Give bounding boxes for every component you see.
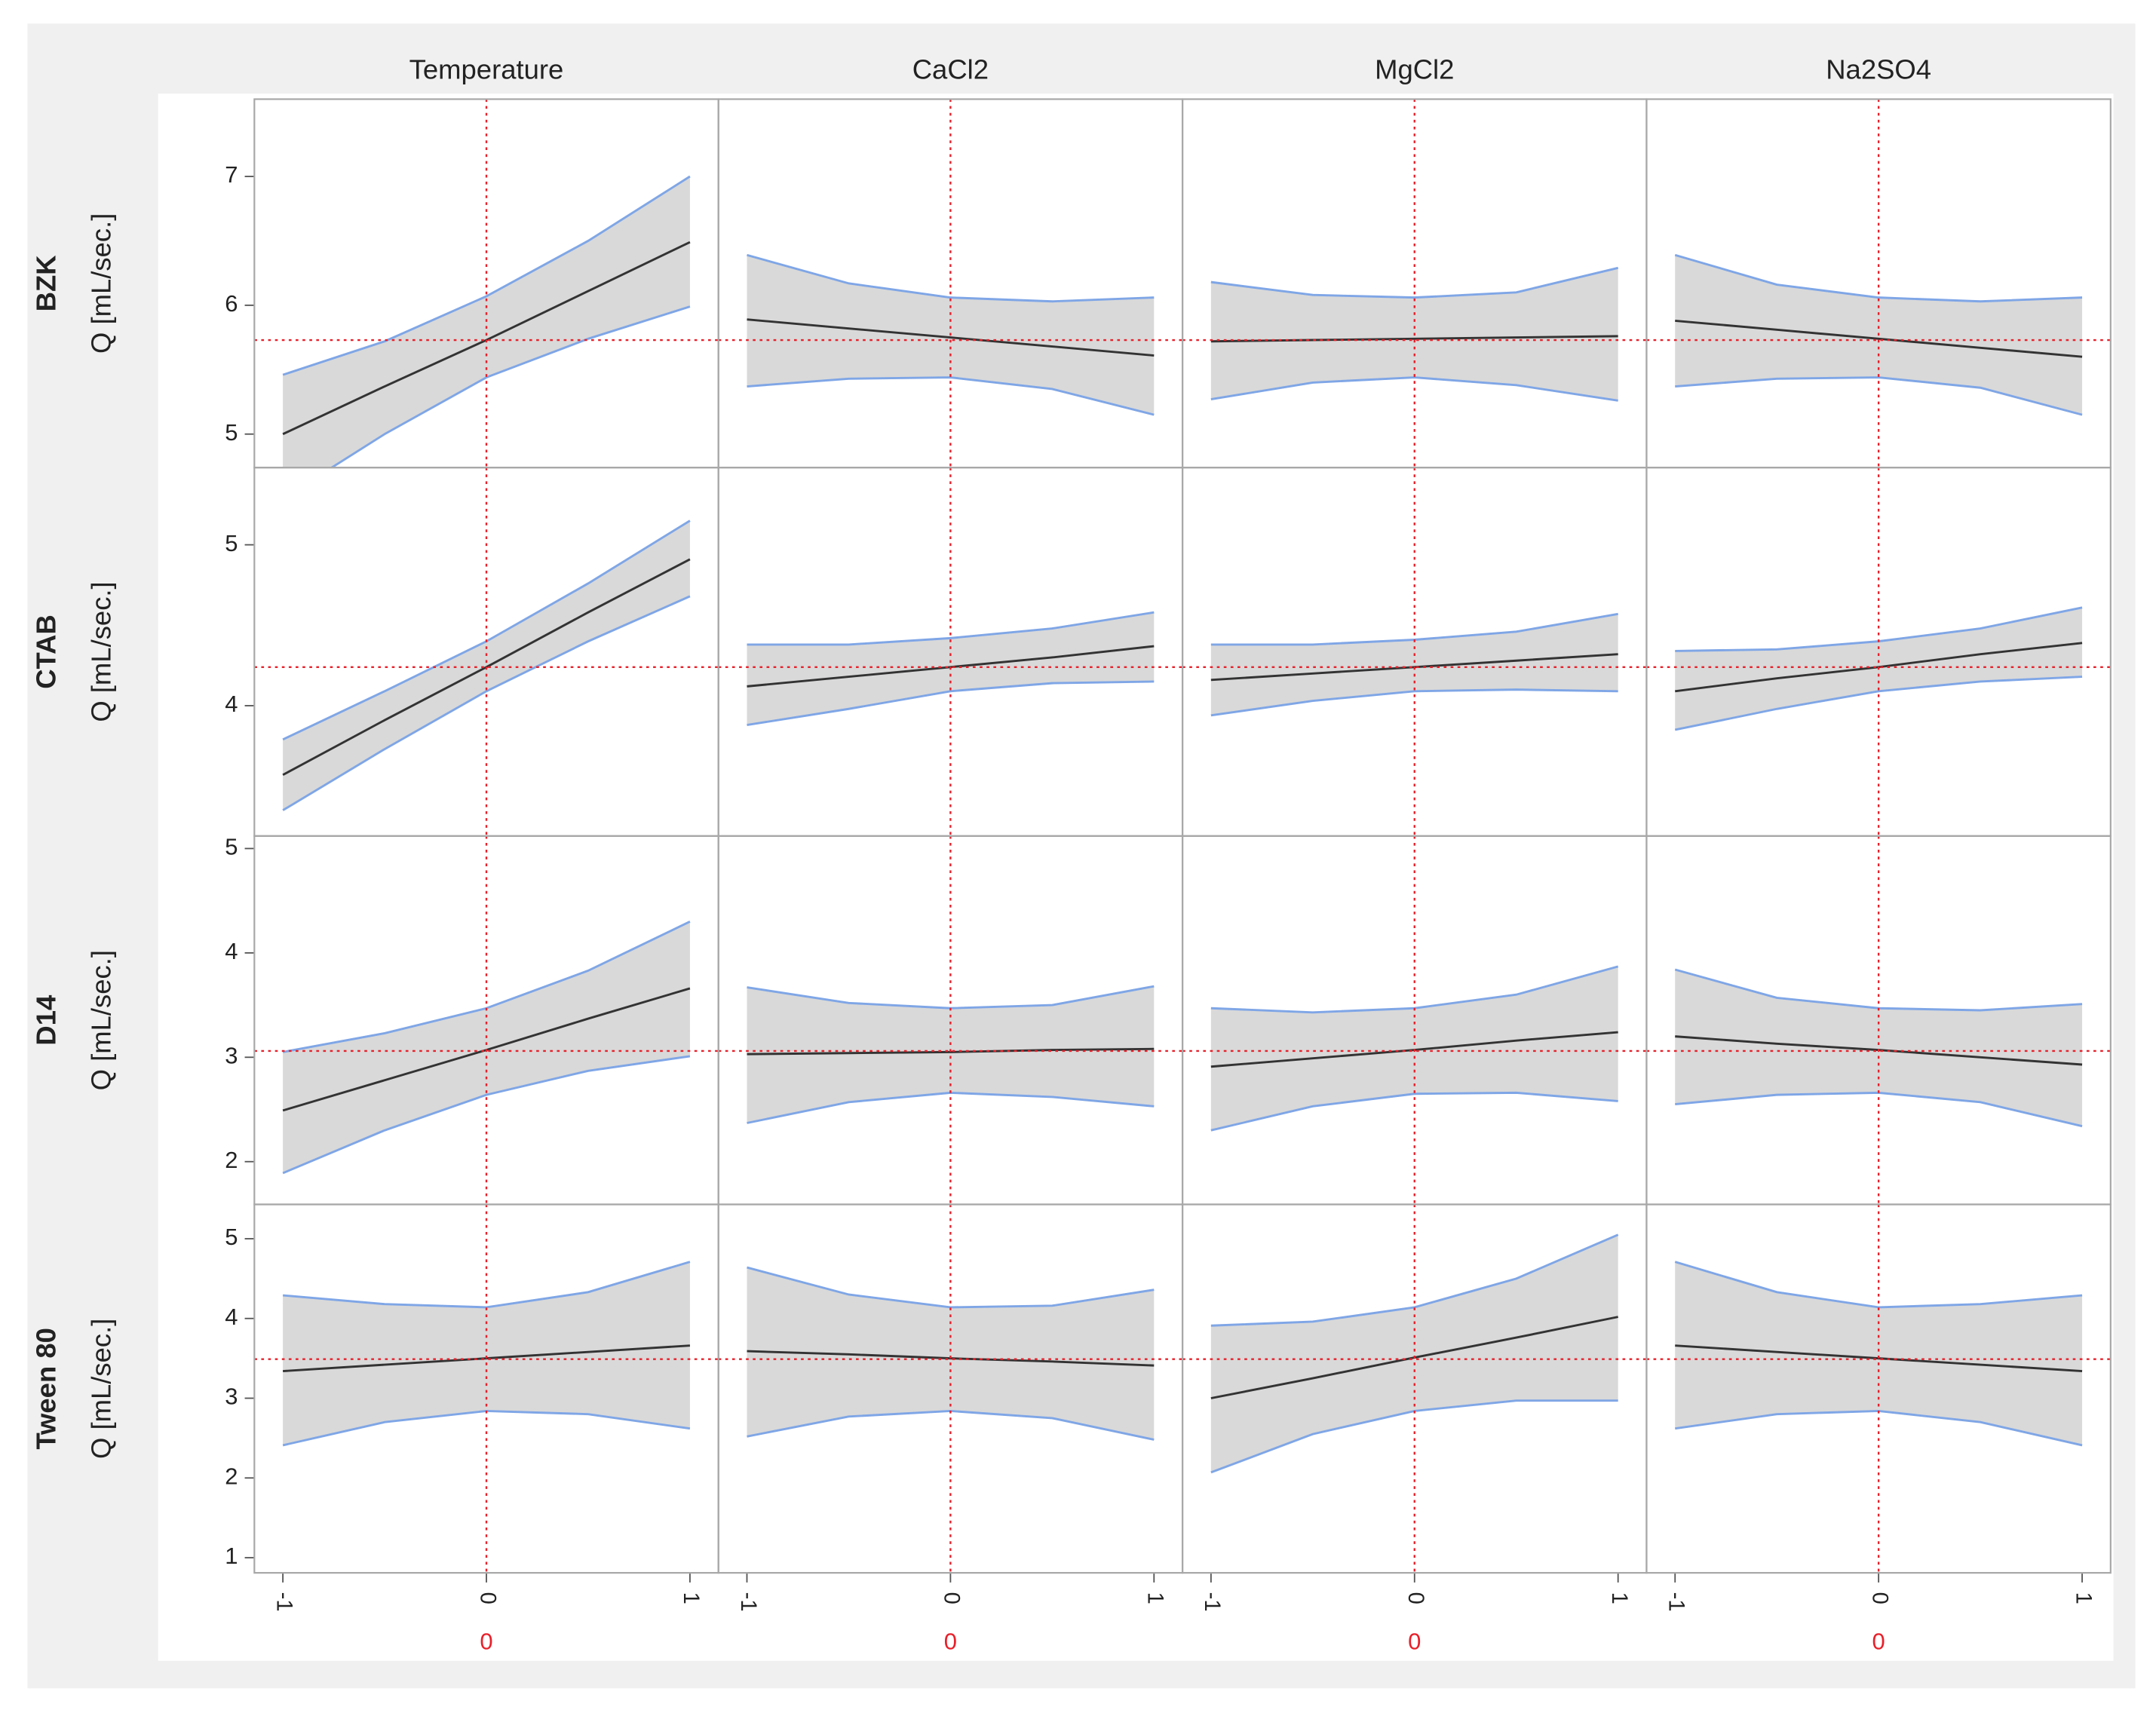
x-tick-label: 0 xyxy=(1867,1592,1891,1604)
column-header: CaCl2 xyxy=(912,54,989,85)
band-edge xyxy=(747,376,1155,416)
band-edge xyxy=(282,175,691,376)
column-header: Temperature xyxy=(409,54,564,85)
panel xyxy=(254,835,719,1205)
y-tick-label: 5 xyxy=(225,530,238,556)
x-tick-label: -1 xyxy=(1664,1592,1688,1612)
current-x-label: 0 xyxy=(480,1628,492,1654)
confidence-band xyxy=(747,1267,1155,1440)
confidence-band xyxy=(283,921,690,1173)
panel-border xyxy=(1645,1203,2112,1574)
row-label: Tween 80 xyxy=(30,1328,61,1449)
row-label: BZK xyxy=(30,255,61,311)
y-tick-label: 5 xyxy=(225,834,238,860)
y-axis-label: Q [mL/sec.] xyxy=(85,213,116,354)
y-tick-label: 6 xyxy=(225,290,238,317)
confidence-band xyxy=(283,520,690,811)
panel xyxy=(718,1204,1183,1574)
y-axis-label: Q [mL/sec.] xyxy=(85,581,116,722)
band-edge xyxy=(747,611,1155,646)
confidence-band xyxy=(747,986,1155,1123)
band-edge xyxy=(282,595,691,811)
band-edge xyxy=(1210,688,1618,717)
band-edge xyxy=(747,253,1155,303)
confidence-band xyxy=(283,1261,690,1445)
band-edge xyxy=(282,1261,691,1309)
y-tick-label: 3 xyxy=(225,1042,238,1068)
current-x-label: 0 xyxy=(1872,1628,1885,1654)
band-edge xyxy=(1210,376,1618,402)
panel xyxy=(254,1204,719,1574)
fit-line xyxy=(747,1047,1155,1056)
band-edge xyxy=(1674,1261,2083,1309)
column-header: Na2SO4 xyxy=(1826,54,1931,85)
y-tick-label: 2 xyxy=(225,1463,238,1489)
y-tick-label: 5 xyxy=(225,419,238,446)
confidence-band xyxy=(1210,1234,1618,1472)
panel xyxy=(254,467,719,836)
current-x-label: 0 xyxy=(1408,1628,1421,1654)
confidence-band xyxy=(1675,1261,2083,1445)
panel xyxy=(1182,99,1647,468)
y-tick-label: 1 xyxy=(225,1543,238,1569)
panel xyxy=(254,99,719,468)
band-edge xyxy=(1675,376,2083,416)
y-tick-label: 4 xyxy=(225,1304,238,1330)
current-x-label: 0 xyxy=(944,1628,957,1654)
confidence-band xyxy=(283,176,690,468)
x-tick-label: 0 xyxy=(940,1592,964,1604)
y-axis-label: Q [mL/sec.] xyxy=(85,1319,116,1459)
x-tick-label: 1 xyxy=(2071,1592,2095,1604)
band-edge xyxy=(1674,253,2083,303)
x-tick-label: 1 xyxy=(679,1592,703,1604)
row-label: D14 xyxy=(30,994,61,1046)
panel xyxy=(718,99,1183,468)
confidence-band xyxy=(1675,970,2083,1126)
confidence-band xyxy=(1210,966,1618,1131)
band-edge xyxy=(1210,266,1619,299)
panel xyxy=(1182,835,1647,1205)
panel xyxy=(1646,467,2111,836)
row-label: CTAB xyxy=(30,614,61,689)
x-tick-label: 1 xyxy=(1607,1592,1631,1604)
band-edge xyxy=(1210,1091,1618,1132)
panel xyxy=(1646,1204,2111,1574)
x-tick-label: -1 xyxy=(736,1592,760,1612)
band-edge xyxy=(330,305,691,468)
band-edge xyxy=(1210,1233,1619,1327)
panel xyxy=(718,467,1183,836)
x-tick-label: -1 xyxy=(1200,1592,1224,1612)
y-tick-label: 2 xyxy=(225,1147,238,1173)
band-edge xyxy=(747,680,1155,727)
x-tick-label: 1 xyxy=(1143,1592,1167,1604)
y-tick-label: 4 xyxy=(225,938,238,964)
y-tick-label: 4 xyxy=(225,691,238,717)
band-edge xyxy=(747,1266,1155,1309)
fit-line xyxy=(1675,319,2083,358)
fit-line xyxy=(747,318,1155,357)
y-tick-label: 5 xyxy=(225,1224,238,1250)
y-axis-label: Q [mL/sec.] xyxy=(85,950,116,1090)
panel xyxy=(1182,467,1647,836)
band-edge xyxy=(1674,676,2083,731)
x-tick-label: 0 xyxy=(1403,1592,1428,1604)
panel xyxy=(1182,1204,1647,1574)
y-tick-label: 7 xyxy=(225,161,238,188)
y-tick-label: 3 xyxy=(225,1384,238,1410)
panel xyxy=(718,835,1183,1205)
column-header: MgCl2 xyxy=(1375,54,1454,85)
confidence-band xyxy=(1210,614,1618,716)
band-edge xyxy=(282,1055,691,1175)
x-tick-label: -1 xyxy=(271,1592,296,1612)
x-tick-label: 0 xyxy=(475,1592,499,1604)
panel xyxy=(1646,99,2111,468)
panel xyxy=(1646,835,2111,1205)
